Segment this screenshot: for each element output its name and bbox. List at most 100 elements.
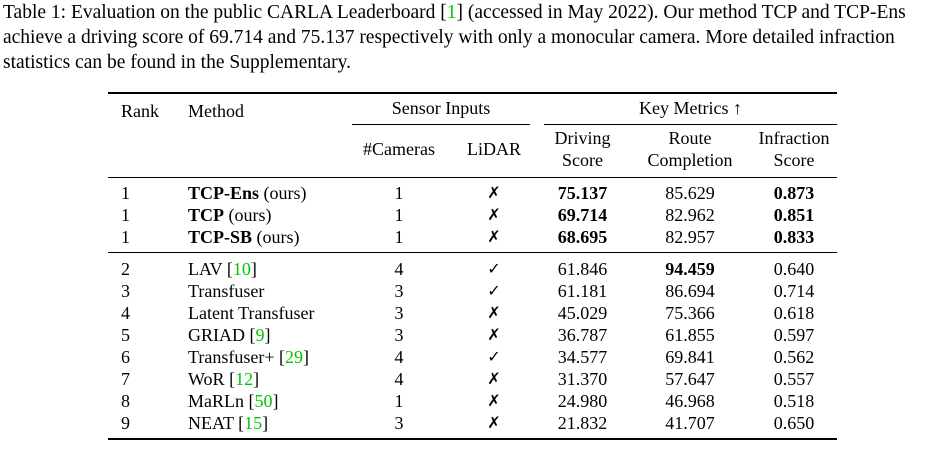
cross-icon: ✗ bbox=[487, 303, 501, 322]
driving-score-cell: 68.695 bbox=[557, 227, 608, 247]
citation-link[interactable]: 1 bbox=[446, 2, 457, 23]
method-cell: TCP-SB (ours) bbox=[188, 226, 346, 253]
cross-icon: ✗ bbox=[452, 412, 536, 440]
citation-link[interactable]: 15 bbox=[244, 413, 263, 433]
rank-cell: 2 bbox=[108, 252, 188, 280]
driving-score-cell: 45.029 bbox=[557, 303, 608, 323]
infraction-score-cell: 0.851 bbox=[773, 205, 815, 225]
citation-link[interactable]: 12 bbox=[235, 369, 254, 389]
driving-score-cell: 24.980 bbox=[557, 391, 608, 411]
method-name: NEAT bbox=[188, 413, 234, 433]
method-name: Transfuser+ bbox=[188, 347, 275, 367]
cross-icon: ✗ bbox=[487, 183, 501, 202]
method-name: LAV bbox=[188, 259, 223, 279]
driving-score-cell: 31.370 bbox=[557, 369, 608, 389]
route-completion-cell: 82.962 bbox=[665, 205, 715, 225]
table-row: 3 Transfuser 3 ✓ 61.181 86.694 0.714 bbox=[108, 280, 837, 302]
table-row: 1 TCP (ours) 1 ✗ 69.714 82.962 0.851 bbox=[108, 204, 837, 226]
infraction-score-cell: 0.650 bbox=[751, 412, 837, 440]
header-cameras: #Cameras bbox=[363, 139, 435, 159]
cross-icon: ✗ bbox=[487, 369, 501, 388]
caption-label: Table 1: bbox=[3, 2, 67, 23]
infraction-score-cell: 0.557 bbox=[773, 369, 815, 389]
method-cell: NEAT [15] bbox=[188, 412, 346, 440]
rank-cell: 7 bbox=[121, 369, 130, 389]
table-row: 5 GRIAD [9] 3 ✗ 36.787 61.855 0.597 bbox=[108, 324, 837, 346]
method-cell: WoR [12] bbox=[188, 369, 260, 389]
header-key-metrics: Key Metrics ↑ bbox=[536, 92, 837, 125]
cameras-cell: 4 bbox=[346, 252, 452, 280]
route-completion-cell: 57.647 bbox=[665, 369, 715, 389]
cameras-cell: 4 bbox=[394, 369, 404, 389]
header-rank: Rank bbox=[108, 92, 188, 125]
cameras-cell: 1 bbox=[394, 205, 404, 225]
citation-link[interactable]: 9 bbox=[255, 325, 265, 345]
route-completion-cell: 94.459 bbox=[629, 252, 751, 280]
header-lidar: LiDAR bbox=[467, 139, 521, 159]
infraction-score-cell: 0.833 bbox=[773, 227, 815, 247]
caption-text: Evaluation on the public CARLA Leaderboa… bbox=[66, 2, 447, 23]
method-name: MaRLn bbox=[188, 391, 244, 411]
cameras-cell: 3 bbox=[394, 281, 404, 301]
ours-group: 1 TCP-Ens (ours) 1 ✗ 75.137 85.629 0.873 1 TCP (… bbox=[108, 177, 837, 253]
cameras-cell: 1 bbox=[394, 183, 404, 203]
method-cell: Transfuser bbox=[188, 280, 346, 302]
citation-link[interactable]: 29 bbox=[284, 347, 303, 367]
cross-icon: ✗ bbox=[487, 205, 501, 224]
infraction-score-cell: 0.518 bbox=[773, 391, 815, 411]
table-row: 2 LAV [10] 4 ✓ 61.846 94.459 0.640 bbox=[108, 252, 837, 280]
method-suffix: (ours) bbox=[224, 205, 272, 225]
cameras-cell: 3 bbox=[394, 303, 404, 323]
rank-cell: 1 bbox=[121, 183, 130, 203]
cameras-cell: 1 bbox=[394, 391, 404, 411]
method-name: TCP bbox=[188, 205, 224, 225]
table-row: 7 WoR [12] 4 ✗ 31.370 57.647 0.557 bbox=[108, 368, 837, 390]
method-name: GRIAD bbox=[188, 325, 245, 345]
table-row: 9 NEAT [15] 3 ✗ 21.832 41.707 0.650 bbox=[108, 412, 837, 440]
citation-link[interactable]: 50 bbox=[254, 391, 273, 411]
driving-score-cell: 34.577 bbox=[557, 347, 608, 367]
route-completion-cell: 75.366 bbox=[665, 303, 715, 323]
check-icon: ✓ bbox=[452, 252, 536, 280]
method-name: Transfuser bbox=[188, 281, 265, 301]
infraction-score-cell: 0.873 bbox=[773, 183, 815, 203]
route-completion-cell: 61.855 bbox=[665, 325, 715, 345]
cameras-cell: 4 bbox=[394, 347, 404, 367]
cameras-cell: 1 bbox=[394, 227, 404, 247]
infraction-score-cell: 0.597 bbox=[773, 325, 815, 345]
method-cell: GRIAD [9] bbox=[188, 325, 271, 345]
infraction-score-cell: 0.562 bbox=[773, 347, 815, 367]
method-name: WoR bbox=[188, 369, 225, 389]
check-icon: ✓ bbox=[487, 347, 501, 366]
cross-icon: ✗ bbox=[487, 391, 501, 410]
route-completion-cell: 86.694 bbox=[665, 281, 715, 301]
table-row: 1 TCP-SB (ours) 1 ✗ 68.695 82.957 0.833 bbox=[108, 226, 837, 253]
header-method: Method bbox=[188, 92, 346, 125]
method-cell: TCP (ours) bbox=[188, 204, 346, 226]
cross-icon: ✗ bbox=[487, 227, 501, 246]
caption-text-rest: ] (accessed in May 2022). Our method TCP… bbox=[3, 2, 906, 73]
method-suffix: (ours) bbox=[259, 183, 307, 203]
header-driving-score: Driving Score bbox=[554, 128, 611, 170]
baselines-group: 2 LAV [10] 4 ✓ 61.846 94.459 0.640 3 Transfuser 3… bbox=[108, 252, 837, 440]
table-row: 8 MaRLn [50] 1 ✗ 24.980 46.968 0.518 bbox=[108, 390, 837, 412]
method-cell: TCP-Ens (ours) bbox=[188, 178, 346, 205]
method-suffix: (ours) bbox=[252, 227, 300, 247]
driving-score-cell: 69.714 bbox=[557, 205, 608, 225]
method-cell: Transfuser+ [29] bbox=[188, 347, 309, 367]
header-route-completion: Route Completion bbox=[647, 128, 733, 170]
method-cell: MaRLn [50] bbox=[188, 391, 279, 411]
header-sensor-inputs: Sensor Inputs bbox=[346, 92, 536, 125]
citation-link[interactable]: 10 bbox=[232, 259, 251, 279]
rank-cell: 8 bbox=[121, 391, 130, 411]
infraction-score-cell: 0.714 bbox=[773, 281, 815, 301]
route-completion-cell: 46.968 bbox=[665, 391, 715, 411]
header-infraction-score: Infraction Score bbox=[758, 128, 830, 170]
route-completion-cell: 69.841 bbox=[665, 347, 715, 367]
rank-cell: 3 bbox=[121, 281, 130, 301]
table-caption: Table 1: Evaluation on the public CARLA … bbox=[3, 0, 948, 75]
rank-cell: 1 bbox=[121, 227, 130, 247]
method-cell: Latent Transfuser bbox=[188, 302, 346, 324]
route-completion-cell: 41.707 bbox=[629, 412, 751, 440]
cameras-cell: 3 bbox=[346, 412, 452, 440]
